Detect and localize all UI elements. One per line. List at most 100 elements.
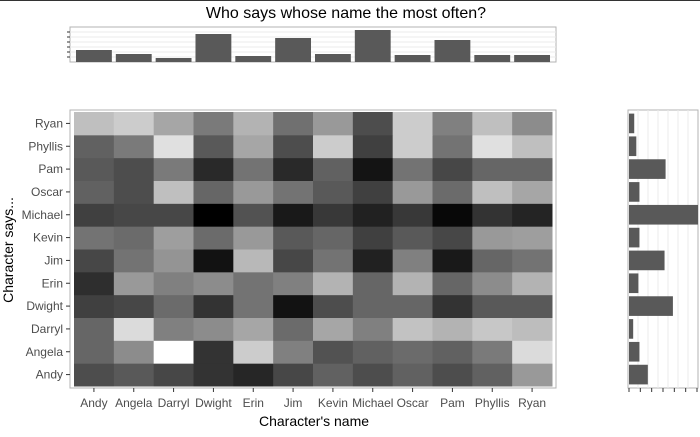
right-bar-pam xyxy=(629,159,666,179)
right-bar-erin xyxy=(629,273,639,294)
heatmap-cell-dwight-andy xyxy=(74,294,115,318)
heatmap-cell-andy-phyllis xyxy=(472,363,513,387)
heatmap-cell-kevin-andy xyxy=(74,226,115,250)
heatmap-cell-angela-angela xyxy=(113,340,155,364)
heatmap-cell-andy-andy xyxy=(74,363,115,387)
heatmap-cell-ryan-jim xyxy=(273,112,314,136)
heatmap-cell-angela-michael xyxy=(352,340,394,364)
heatmap-cell-erin-kevin xyxy=(313,271,354,296)
heatmap-x-axis: Andy Angela Darryl Dwight Erin Jim Kevin Michae… xyxy=(80,388,546,410)
heatmap-cell-kevin-ryan xyxy=(512,226,553,250)
heatmap-cell-angela-pam xyxy=(432,340,473,364)
heatmap-cell-angela-kevin xyxy=(313,340,354,364)
heatmap-cell-oscar-pam xyxy=(432,180,473,204)
heatmap-cell-andy-darryl xyxy=(153,363,194,387)
heatmap-cell-jim-oscar xyxy=(392,249,433,273)
heatmap-cell-phyllis-phyllis xyxy=(472,134,513,159)
heatmap-cell-phyllis-erin xyxy=(233,134,274,159)
heatmap-cell-darryl-darryl xyxy=(153,317,194,341)
x-tick-label-erin: Erin xyxy=(243,396,264,410)
heatmap-cell-jim-pam xyxy=(432,249,473,273)
right-marginal-bar-chart xyxy=(627,109,699,392)
heatmap-cell-angela-jim xyxy=(273,340,314,364)
y-tick-label-darryl: Darryl xyxy=(31,322,63,336)
heatmap-cell-kevin-kevin xyxy=(313,226,354,250)
heatmap-cell-ryan-erin xyxy=(233,112,274,136)
heatmap: Andy Angela Darryl Dwight Erin Jim Kevin Michae… xyxy=(22,109,557,410)
heatmap-cell-jim-michael xyxy=(352,249,394,273)
right-bar-oscar xyxy=(629,182,640,202)
y-tick-label-erin: Erin xyxy=(42,276,63,290)
heatmap-cell-erin-oscar xyxy=(392,271,433,296)
heatmap-cell-darryl-phyllis xyxy=(472,317,513,341)
top-bar-dwight xyxy=(195,34,232,62)
heatmap-cell-oscar-phyllis xyxy=(472,180,513,204)
heatmap-cell-kevin-oscar xyxy=(392,226,433,250)
x-tick-label-oscar: Oscar xyxy=(397,396,429,410)
y-tick-label-ryan: Ryan xyxy=(35,116,63,130)
y-tick-label-dwight: Dwight xyxy=(26,299,63,313)
right-panel-x-axis xyxy=(628,388,698,392)
heatmap-cell-darryl-andy xyxy=(74,317,115,341)
top-bar-pam xyxy=(434,40,471,62)
heatmap-cell-pam-michael xyxy=(352,157,394,181)
heatmap-cell-erin-ryan xyxy=(512,271,553,296)
heatmap-cell-erin-dwight xyxy=(193,271,234,296)
heatmap-cell-andy-jim xyxy=(273,363,314,387)
heatmap-cell-dwight-dwight xyxy=(193,294,234,318)
chart-title: Who says whose name the most often? xyxy=(206,5,486,22)
heatmap-cell-pam-angela xyxy=(113,157,155,181)
heatmap-cell-phyllis-kevin xyxy=(313,134,354,159)
heatmap-cell-darryl-dwight xyxy=(193,317,234,341)
heatmap-cell-erin-jim xyxy=(273,271,314,296)
top-bar-jim xyxy=(275,38,312,62)
heatmap-cell-michael-andy xyxy=(74,203,115,227)
heatmap-cell-dwight-pam xyxy=(432,294,473,318)
heatmap-cell-angela-erin xyxy=(233,340,274,364)
right-bar-dwight xyxy=(629,296,673,316)
heatmap-cell-oscar-kevin xyxy=(313,180,354,204)
heatmap-cell-oscar-oscar xyxy=(392,180,433,204)
heatmap-cell-pam-oscar xyxy=(392,157,433,181)
heatmap-cell-andy-oscar xyxy=(392,363,433,387)
heatmap-cell-erin-pam xyxy=(432,271,473,296)
heatmap-cell-michael-phyllis xyxy=(472,203,513,227)
heatmap-cell-phyllis-jim xyxy=(273,134,314,159)
heatmap-cell-dwight-oscar xyxy=(392,294,433,318)
heatmap-cell-andy-dwight xyxy=(193,363,234,387)
y-tick-label-phyllis: Phyllis xyxy=(28,139,63,153)
heatmap-cell-pam-pam xyxy=(432,157,473,181)
heatmap-cell-darryl-jim xyxy=(273,317,314,341)
y-tick-label-jim: Jim xyxy=(44,253,63,267)
heatmap-cell-andy-erin xyxy=(233,363,274,387)
top-bar-erin xyxy=(235,56,272,62)
heatmap-cell-angela-ryan xyxy=(512,340,553,364)
right-bar-phyllis xyxy=(629,136,637,157)
y-tick-label-oscar: Oscar xyxy=(31,185,63,199)
heatmap-cell-dwight-phyllis xyxy=(472,294,513,318)
heatmap-cell-oscar-ryan xyxy=(512,180,553,204)
heatmap-cell-angela-oscar xyxy=(392,340,433,364)
y-tick-label-andy: Andy xyxy=(36,368,63,382)
heatmap-cell-erin-angela xyxy=(113,271,155,296)
heatmap-cell-ryan-kevin xyxy=(313,112,354,136)
heatmap-cell-jim-andy xyxy=(74,249,115,273)
top-bar-michael xyxy=(354,30,391,62)
heatmap-cell-andy-angela xyxy=(113,363,155,387)
top-bar-oscar xyxy=(394,55,431,62)
heatmap-cell-ryan-darryl xyxy=(153,112,194,136)
heatmap-cell-dwight-erin xyxy=(233,294,274,318)
heatmap-cell-oscar-darryl xyxy=(153,180,194,204)
heatmap-cell-ryan-ryan xyxy=(512,112,553,136)
heatmap-cell-jim-kevin xyxy=(313,249,354,273)
heatmap-cell-andy-ryan xyxy=(512,363,553,387)
heatmap-cell-dwight-ryan xyxy=(512,294,553,318)
heatmap-cell-ryan-michael xyxy=(352,112,394,136)
top-bar-ryan xyxy=(514,55,551,62)
y-tick-label-kevin: Kevin xyxy=(33,231,63,245)
heatmap-cell-jim-ryan xyxy=(512,249,553,273)
heatmap-cell-dwight-angela xyxy=(113,294,155,318)
heatmap-cell-darryl-michael xyxy=(352,317,394,341)
x-tick-label-kevin: Kevin xyxy=(318,396,348,410)
